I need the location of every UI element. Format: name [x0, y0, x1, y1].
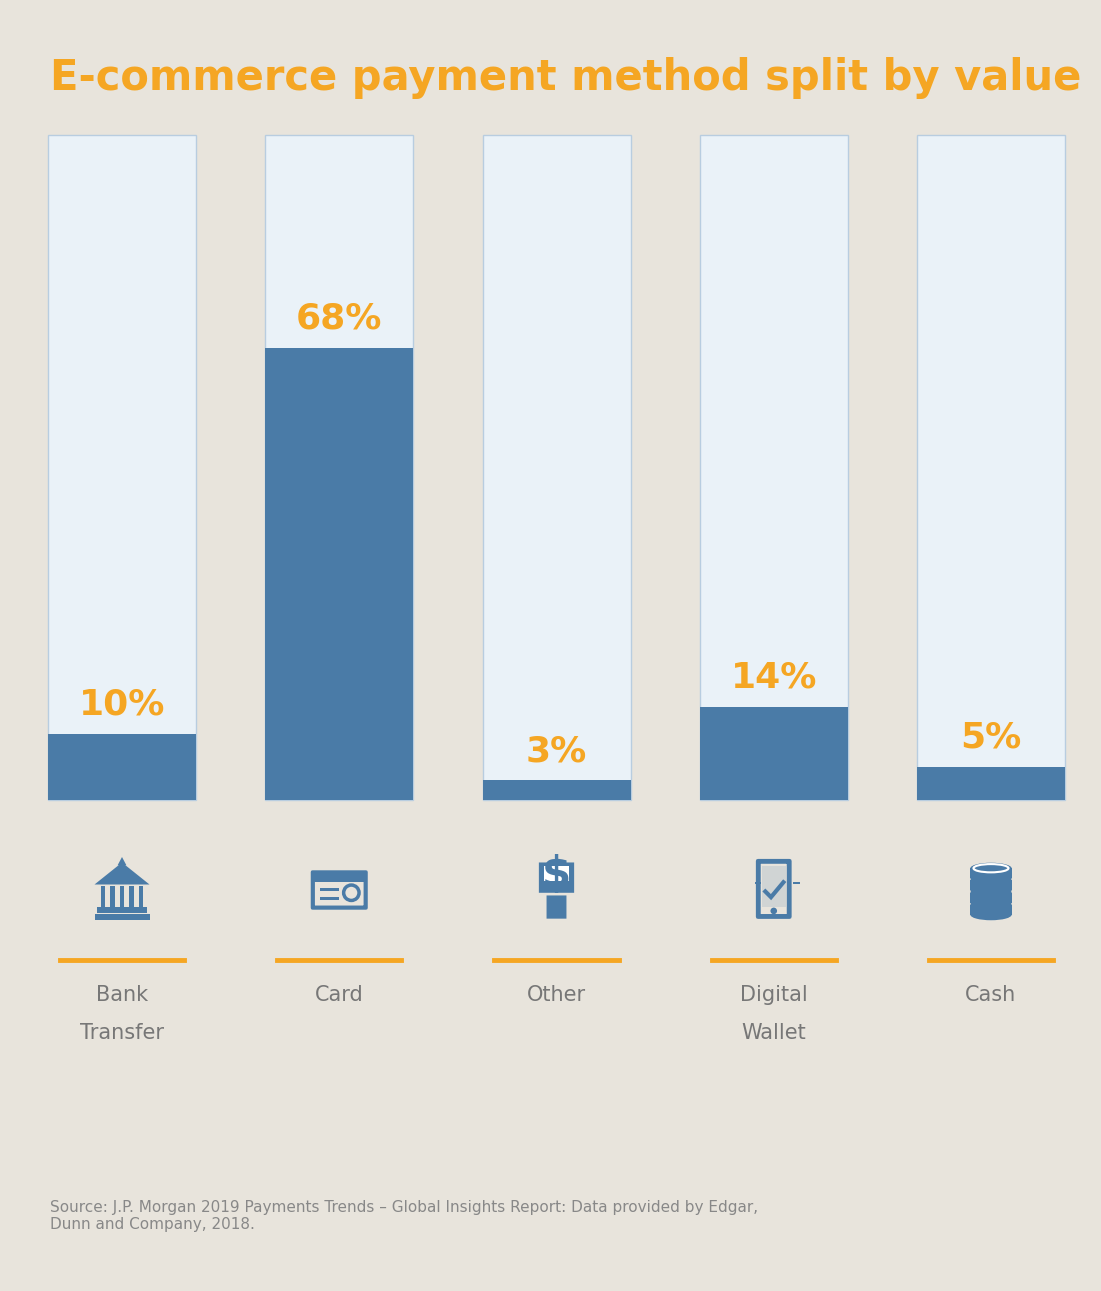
Text: 10%: 10%	[79, 688, 165, 722]
Bar	[95, 914, 150, 919]
Text: Cash: Cash	[966, 985, 1016, 1004]
Text: 3%: 3%	[526, 735, 587, 768]
Bar	[793, 882, 799, 884]
Ellipse shape	[970, 862, 1012, 874]
FancyBboxPatch shape	[538, 862, 574, 893]
Bar	[482, 136, 631, 800]
Ellipse shape	[970, 873, 1012, 883]
Ellipse shape	[970, 909, 1012, 920]
Text: 14%: 14%	[731, 661, 817, 695]
Bar	[917, 136, 1065, 800]
Text: Transfer: Transfer	[80, 1022, 164, 1043]
Bar	[762, 866, 786, 908]
Bar	[265, 136, 413, 800]
Bar	[110, 886, 115, 906]
Text: Card: Card	[315, 985, 363, 1004]
Text: 68%: 68%	[296, 302, 382, 336]
Polygon shape	[118, 857, 127, 865]
Bar	[313, 873, 366, 882]
Ellipse shape	[970, 887, 1012, 899]
Bar	[700, 707, 848, 800]
Polygon shape	[95, 862, 150, 884]
Bar	[754, 882, 761, 884]
Bar	[97, 906, 146, 913]
Bar	[100, 886, 105, 906]
Bar	[970, 892, 1012, 902]
Text: Source: J.P. Morgan 2019 Payments Trends – Global Insights Report: Data provided: Source: J.P. Morgan 2019 Payments Trends…	[50, 1201, 759, 1233]
Text: Other: Other	[527, 985, 586, 1004]
Bar	[544, 866, 568, 882]
Text: $: $	[542, 853, 571, 896]
Text: Digital: Digital	[740, 985, 808, 1004]
FancyBboxPatch shape	[546, 896, 566, 919]
Bar	[139, 886, 143, 906]
Bar	[970, 905, 1012, 915]
Ellipse shape	[970, 875, 1012, 886]
Ellipse shape	[970, 897, 1012, 908]
Text: Bank: Bank	[96, 985, 148, 1004]
Bar	[700, 136, 848, 800]
Bar	[265, 347, 413, 800]
Bar	[48, 733, 196, 800]
Bar	[970, 869, 1012, 878]
Ellipse shape	[970, 900, 1012, 910]
Text: E-commerce payment method split by value: E-commerce payment method split by value	[50, 57, 1081, 99]
Circle shape	[771, 908, 777, 914]
Bar	[320, 897, 339, 900]
Text: Wallet: Wallet	[741, 1022, 806, 1043]
Bar	[970, 880, 1012, 891]
Bar	[120, 886, 124, 906]
Bar	[320, 888, 339, 891]
Bar	[482, 780, 631, 800]
Bar	[917, 767, 1065, 800]
Text: 5%: 5%	[960, 720, 1022, 755]
Bar	[130, 886, 134, 906]
Bar	[48, 136, 196, 800]
Ellipse shape	[970, 884, 1012, 896]
